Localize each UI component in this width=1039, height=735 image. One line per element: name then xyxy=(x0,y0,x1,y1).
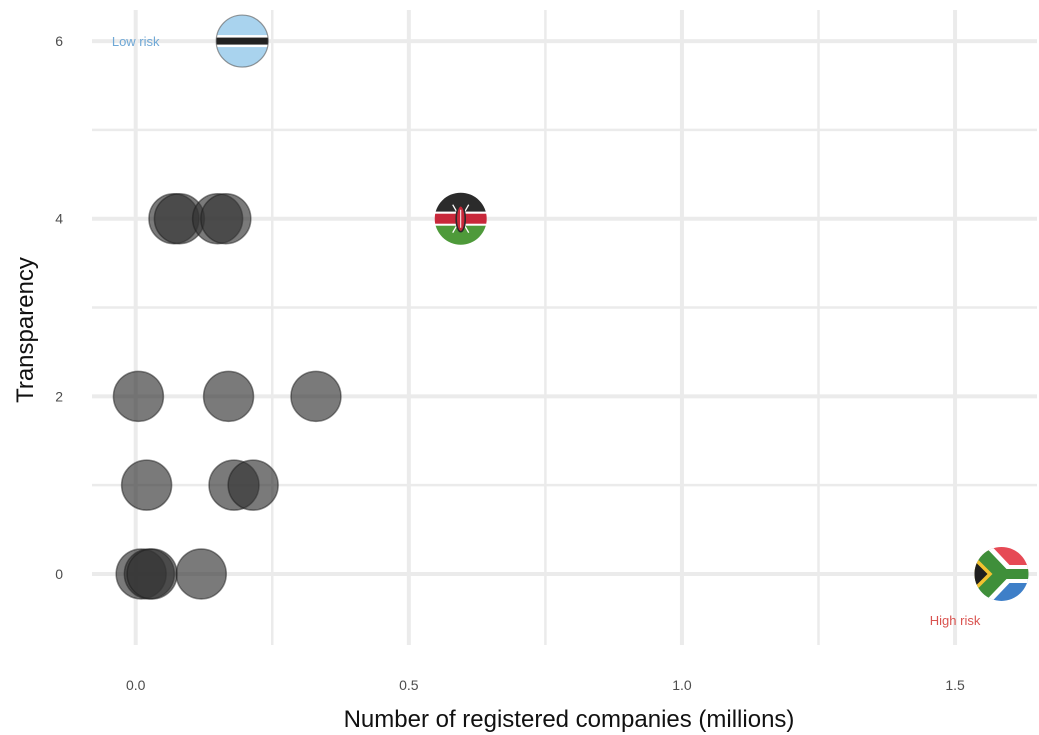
data-points xyxy=(112,192,342,600)
y-tick-label: 4 xyxy=(55,211,63,227)
y-axis-title: Transparency xyxy=(12,257,39,403)
y-axis-ticks: 0 2 4 6 xyxy=(55,33,63,582)
y-tick-label: 2 xyxy=(55,388,63,404)
data-point xyxy=(175,548,227,600)
data-point xyxy=(227,459,279,511)
x-axis-title: Number of registered companies (millions… xyxy=(344,706,795,733)
data-point xyxy=(120,459,173,511)
x-tick-label: 1.0 xyxy=(672,677,692,693)
annotation-low-risk: Low risk xyxy=(112,34,160,49)
kenya-flag-icon xyxy=(434,192,487,245)
x-tick-label: 1.5 xyxy=(945,677,965,693)
botswana-flag-icon xyxy=(215,14,269,68)
data-point xyxy=(202,370,255,423)
x-axis-ticks: 0.0 0.5 1.0 1.5 xyxy=(126,677,965,693)
y-tick-label: 0 xyxy=(55,566,63,582)
data-point xyxy=(126,548,178,600)
gridlines xyxy=(92,10,1037,645)
y-tick-label: 6 xyxy=(55,33,63,49)
data-point xyxy=(200,192,252,245)
x-tick-label: 0.5 xyxy=(399,677,419,693)
data-point xyxy=(290,370,342,423)
south-africa-flag-icon xyxy=(974,546,1029,601)
annotation-high-risk: High risk xyxy=(930,613,981,628)
x-tick-label: 0.0 xyxy=(126,677,146,693)
data-point xyxy=(112,370,165,423)
